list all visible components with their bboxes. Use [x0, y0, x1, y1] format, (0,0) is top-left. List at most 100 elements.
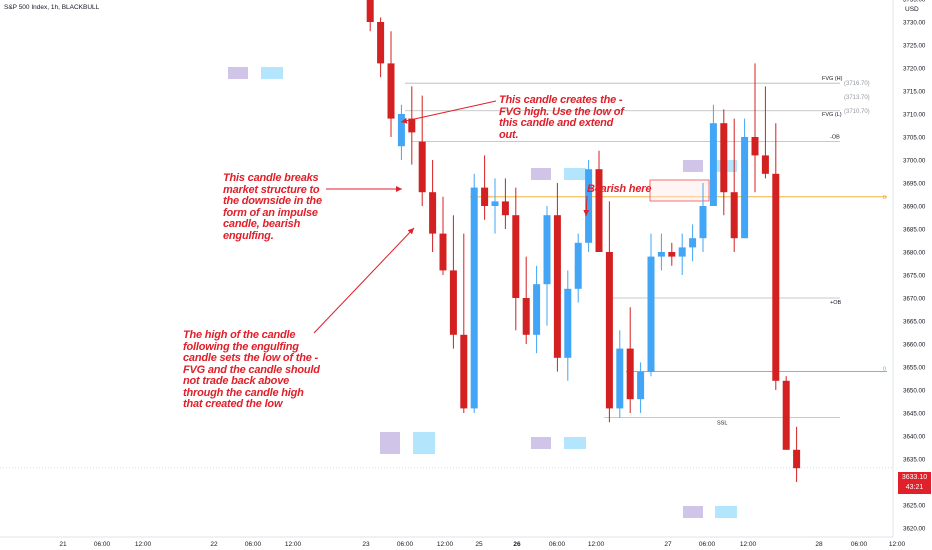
- time-tick-label: 06:00: [397, 541, 414, 548]
- session-box-blue: [261, 67, 283, 79]
- price-tick-label: 3715.00: [903, 89, 926, 96]
- candle-bullish: [616, 348, 624, 409]
- price-tick-label: 3710.00: [903, 112, 926, 119]
- candle-bearish: [501, 201, 509, 216]
- minus-ob-label: -OB: [830, 135, 840, 141]
- session-box-purple: [380, 432, 400, 454]
- annotation-low-candle: The high of the candle following the eng…: [183, 329, 320, 410]
- candle-bullish: [678, 247, 686, 257]
- candle-bullish: [397, 114, 405, 147]
- candle-bearish: [793, 449, 801, 469]
- time-tick-label: 06:00: [851, 541, 868, 548]
- price-tick-label: 3620.00: [903, 526, 926, 533]
- session-box-purple: [228, 67, 248, 79]
- candle-bullish: [699, 206, 707, 239]
- candle-bullish: [543, 215, 551, 285]
- session-box-purple: [683, 160, 703, 172]
- fvg-low-value: (3710.70): [844, 109, 870, 115]
- arrow-low-candle: [313, 227, 415, 334]
- candle-bearish: [720, 123, 728, 193]
- time-tick-label: 06:00: [699, 541, 716, 548]
- session-box-purple: [683, 506, 703, 518]
- session-box-blue: [564, 437, 586, 449]
- fvg-mid-value: (3713.70): [844, 95, 870, 101]
- price-tick-label: 3660.00: [903, 342, 926, 349]
- annotation-bearish-here: Bearish here: [587, 183, 652, 195]
- session-box-blue: [715, 506, 737, 518]
- candle-bearish: [481, 187, 489, 206]
- orange-level-label: B: [883, 195, 887, 201]
- candle-bullish: [709, 123, 717, 206]
- time-tick-label: 06:00: [549, 541, 566, 548]
- candle-bearish: [626, 348, 634, 400]
- time-tick-label: 12:00: [437, 541, 454, 548]
- candle-bullish: [470, 187, 478, 409]
- plus-ob-label: +OB: [830, 300, 841, 306]
- price-tick-label: 3685.00: [903, 227, 926, 234]
- candle-bullish: [491, 201, 499, 206]
- price-tick-label: 3635.00: [903, 457, 926, 464]
- time-tick-label: 25: [475, 541, 483, 548]
- session-box-purple: [531, 437, 551, 449]
- candle-bearish: [429, 192, 437, 234]
- annotation-fvg-candle: This candle creates the -FVG high. Use t…: [499, 94, 624, 141]
- candle-bullish: [574, 242, 582, 289]
- price-tick-label: 3705.00: [903, 135, 926, 142]
- arrow-fvg-candle: [400, 100, 497, 124]
- current-price-badge: 3633.10 43:21: [898, 472, 931, 494]
- candle-bullish: [657, 252, 665, 257]
- candle-bearish: [668, 252, 676, 257]
- candle-bearish: [418, 141, 426, 193]
- candle-bearish: [439, 233, 447, 271]
- time-tick-label: 26: [513, 541, 521, 548]
- candle-bullish: [585, 169, 593, 243]
- candle-bearish: [605, 252, 613, 409]
- candle-bearish: [595, 169, 603, 252]
- session-box-blue: [564, 168, 586, 180]
- price-tick-label: 3730.00: [903, 20, 926, 27]
- time-tick-label: 12:00: [588, 541, 605, 548]
- price-tick-label: 3640.00: [903, 434, 926, 441]
- time-tick-label: 06:00: [94, 541, 111, 548]
- time-tick-label: 12:00: [135, 541, 152, 548]
- time-tick-label: 23: [362, 541, 370, 548]
- ssl-label: SSL: [717, 421, 727, 427]
- price-tick-label: 3725.00: [903, 43, 926, 50]
- symbol-title[interactable]: S&P 500 Index, 1h, BLACKBULL: [4, 4, 100, 11]
- candle-bearish: [522, 298, 530, 335]
- price-tick-label: 3650.00: [903, 388, 926, 395]
- price-tick-label: 3625.00: [903, 503, 926, 510]
- time-tick-label: 22: [210, 541, 218, 548]
- time-tick-label: 12:00: [285, 541, 302, 548]
- time-tick-label: 27: [664, 541, 672, 548]
- candle-bearish: [449, 270, 457, 335]
- price-tick-label: 3680.00: [903, 250, 926, 257]
- price-tick-label: 3700.00: [903, 158, 926, 165]
- price-tick-label: 3670.00: [903, 296, 926, 303]
- time-tick-label: 06:00: [245, 541, 262, 548]
- candle-bullish: [647, 256, 655, 372]
- price-tick-label: 3735.00: [903, 0, 926, 4]
- candle-bullish: [533, 284, 541, 335]
- candle-bearish: [366, 0, 374, 22]
- candle-bearish: [751, 137, 759, 156]
- currency-label: USD: [905, 6, 919, 13]
- candle-bearish: [553, 215, 561, 358]
- fvg-high-label: FVG (H): [822, 76, 843, 82]
- price-tick-label: 3645.00: [903, 411, 926, 418]
- session-box-purple: [531, 168, 551, 180]
- time-tick-label: 12:00: [740, 541, 757, 548]
- price-tick-label: 3665.00: [903, 319, 926, 326]
- candle-bullish: [689, 238, 697, 248]
- candle-bearish: [377, 22, 385, 64]
- candle-bearish: [387, 63, 395, 119]
- countdown-value: 43:21: [905, 483, 924, 491]
- annotation-break-candle: This candle breaks market structure to t…: [223, 172, 322, 242]
- price-tick-label: 3655.00: [903, 365, 926, 372]
- candle-bearish: [460, 334, 468, 409]
- candle-bearish: [782, 380, 790, 450]
- candle-bearish: [730, 192, 738, 239]
- time-tick-label: 21: [59, 541, 67, 548]
- candle-bearish: [772, 173, 780, 381]
